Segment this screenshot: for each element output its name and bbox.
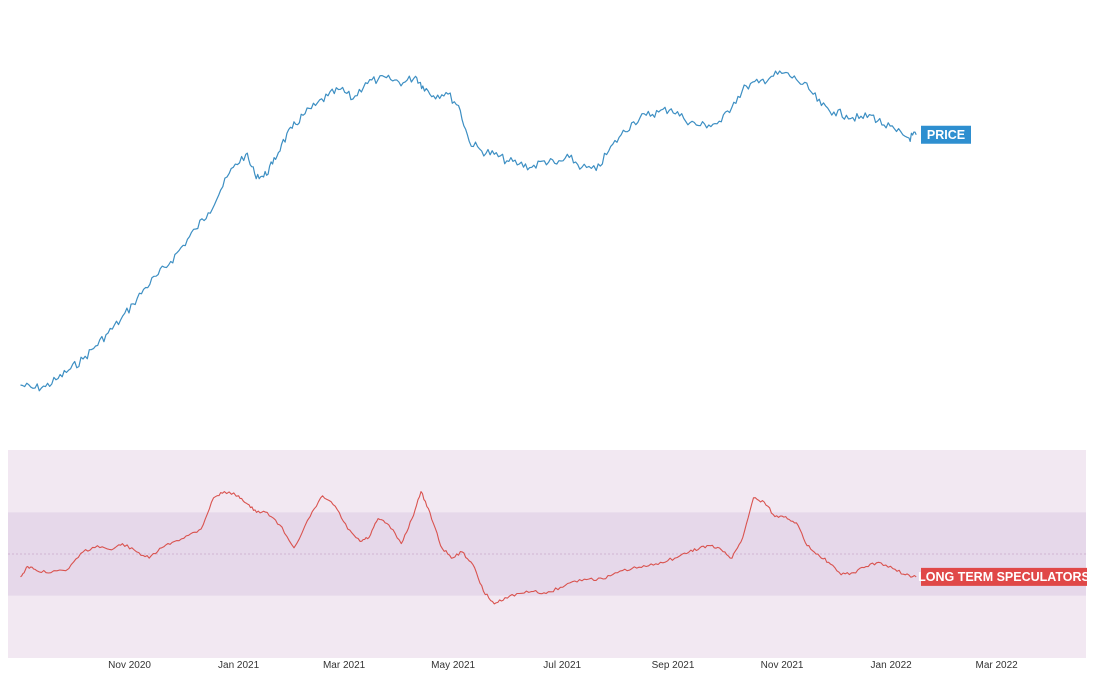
price-badge: PRICE <box>921 125 971 144</box>
x-tick-label: May 2021 <box>431 660 475 671</box>
speculators-badge-bg <box>921 567 1087 586</box>
x-axis: Nov 2020 Jan 2021 Mar 2021 May 2021 Jul 2021… <box>108 660 1018 671</box>
speculators-series-line <box>20 491 917 605</box>
price-badge-label: PRICE <box>927 128 965 142</box>
inner-band <box>8 512 1086 596</box>
price-panel: PRICE <box>20 70 971 392</box>
price-series-line <box>20 70 917 392</box>
x-tick-label: Jan 2021 <box>218 660 260 671</box>
x-tick-label: Mar 2021 <box>323 660 366 671</box>
x-tick-label: Nov 2020 <box>108 660 151 671</box>
x-tick-label: Mar 2022 <box>975 660 1018 671</box>
speculators-badge-label: LONG TERM SPECULATORS <box>918 570 1090 584</box>
x-tick-label: Jul 2021 <box>543 660 581 671</box>
x-tick-label: Nov 2021 <box>761 660 804 671</box>
x-tick-label: Sep 2021 <box>652 660 695 671</box>
speculators-badge: LONG TERM SPECULATORS <box>918 567 1090 586</box>
x-tick-label: Jan 2022 <box>871 660 913 671</box>
speculators-panel: LONG TERM SPECULATORS <box>8 450 1090 658</box>
price-badge-bg <box>921 125 971 144</box>
